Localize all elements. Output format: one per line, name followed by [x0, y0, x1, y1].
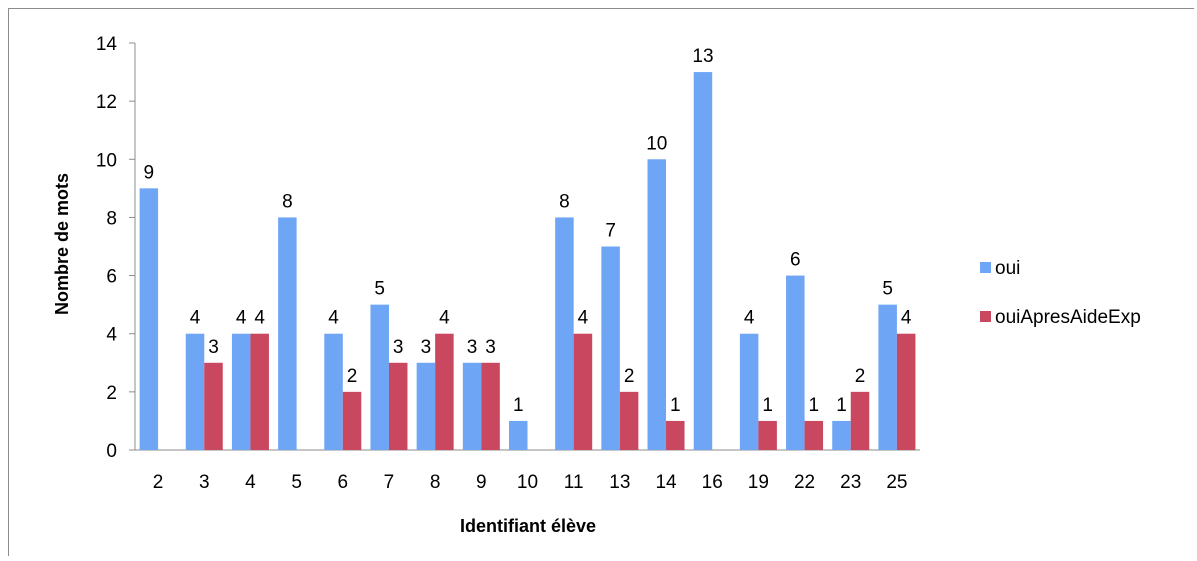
data-label-ouiapresaideexp: 2	[855, 366, 866, 387]
data-label-ouiapresaideexp: 4	[254, 308, 265, 329]
bar-ouiapresaideexp	[896, 333, 916, 450]
bar-oui	[693, 72, 713, 451]
bar-ouiapresaideexp	[481, 362, 500, 450]
data-label-oui: 5	[374, 279, 385, 300]
bar-oui	[278, 217, 297, 450]
y-tick-label: 2	[106, 383, 117, 404]
x-tick-label: 14	[655, 472, 677, 493]
bar-ouiapresaideexp	[804, 420, 824, 450]
data-label-oui: 3	[421, 337, 432, 358]
bars	[139, 72, 916, 451]
bar-oui	[601, 246, 620, 450]
data-label-ouiapresaideexp: 4	[901, 308, 912, 329]
x-tick-label: 7	[384, 472, 395, 493]
bar-ouiapresaideexp	[850, 391, 870, 450]
bar-ouiapresaideexp	[758, 420, 777, 450]
y-axis-title: Nombre de mots	[52, 173, 72, 315]
data-label-oui: 9	[144, 162, 155, 183]
bar-ouiapresaideexp	[435, 333, 454, 450]
data-label-oui: 8	[559, 191, 570, 212]
bar-ouiapresaideexp	[573, 333, 593, 450]
bar-oui	[324, 333, 343, 450]
x-tick-label: 16	[702, 472, 723, 493]
x-tick-label: 5	[291, 472, 302, 493]
bar-oui	[509, 420, 528, 450]
bar-oui	[370, 304, 389, 450]
data-label-oui: 10	[646, 133, 667, 154]
bar-oui	[185, 333, 205, 450]
chart-frame	[8, 8, 1194, 556]
bar-oui	[786, 275, 805, 450]
data-label-oui: 3	[467, 337, 478, 358]
bar-oui	[139, 188, 159, 450]
bar-oui	[462, 362, 482, 450]
x-tick-label: 19	[748, 472, 769, 493]
x-tick-label: 9	[476, 472, 487, 493]
y-tick-label: 12	[96, 92, 117, 113]
x-tick-label: 4	[245, 472, 256, 493]
data-label-ouiapresaideexp: 4	[439, 308, 450, 329]
data-label-ouiapresaideexp: 1	[762, 395, 773, 416]
x-axis-title: Identifiant élève	[460, 516, 596, 536]
data-label-ouiapresaideexp: 3	[208, 337, 219, 358]
data-label-oui: 1	[513, 395, 524, 416]
x-tick-label: 25	[886, 472, 907, 493]
bar-oui	[647, 159, 667, 451]
x-axis: 2 3 4 5 6 7 8 9 10 11 13 14 16 19 22 23 25	[135, 449, 920, 493]
legend-label-oui: oui	[995, 258, 1020, 279]
data-label-oui: 4	[236, 308, 247, 329]
y-tick-label: 10	[96, 150, 117, 171]
legend: oui ouiApresAideExp	[980, 258, 1141, 328]
y-tick-label: 8	[106, 208, 117, 229]
x-tick-label: 10	[517, 472, 538, 493]
legend-swatch-ouiapresaideexp	[980, 311, 991, 322]
x-tick-label: 11	[564, 472, 584, 493]
data-label-ouiapresaideexp: 3	[393, 337, 404, 358]
data-label-ouiapresaideexp: 1	[670, 395, 681, 416]
x-tick-label: 23	[840, 472, 861, 493]
data-label-oui: 6	[790, 250, 801, 271]
x-tick-label: 13	[609, 472, 630, 493]
data-label-ouiapresaideexp: 3	[485, 337, 496, 358]
bar-oui	[416, 362, 436, 450]
bar-ouiapresaideexp	[666, 420, 685, 450]
data-label-oui: 4	[328, 308, 339, 329]
data-label-oui: 1	[836, 395, 847, 416]
x-tick-label: 2	[153, 472, 164, 493]
bar-ouiapresaideexp	[619, 391, 639, 450]
data-label-ouiapresaideexp: 2	[624, 366, 635, 387]
bar-oui	[832, 420, 851, 450]
data-label-oui: 5	[882, 279, 893, 300]
bar-oui	[878, 304, 897, 450]
x-tick-label: 3	[199, 472, 210, 493]
data-label-oui: 8	[282, 191, 293, 212]
bar-oui	[231, 333, 251, 450]
bar-ouiapresaideexp	[342, 391, 362, 450]
bar-ouiapresaideexp	[204, 362, 223, 450]
y-axis: 0 2 4 6 8 10 12 14	[96, 34, 136, 462]
bar-oui	[555, 217, 574, 450]
data-label-oui: 4	[744, 308, 755, 329]
y-tick-label: 0	[106, 441, 117, 462]
bar-oui	[739, 333, 759, 450]
data-label-oui: 7	[605, 221, 616, 242]
data-label-ouiapresaideexp: 4	[578, 308, 589, 329]
x-tick-label: 8	[430, 472, 441, 493]
x-tick-label: 6	[338, 472, 349, 493]
data-label-oui: 13	[692, 46, 713, 67]
data-label-oui: 4	[190, 308, 201, 329]
data-label-ouiapresaideexp: 2	[347, 366, 358, 387]
y-tick-label: 14	[96, 34, 118, 55]
y-tick-label: 6	[106, 267, 117, 288]
legend-swatch-oui	[980, 262, 991, 273]
bar-ouiapresaideexp	[250, 333, 269, 450]
bar-ouiapresaideexp	[388, 362, 408, 450]
y-tick-label: 4	[106, 325, 117, 346]
legend-label-ouiapresaideexp: ouiApresAideExp	[995, 307, 1141, 328]
data-label-ouiapresaideexp: 1	[809, 395, 820, 416]
x-tick-label: 22	[794, 472, 815, 493]
